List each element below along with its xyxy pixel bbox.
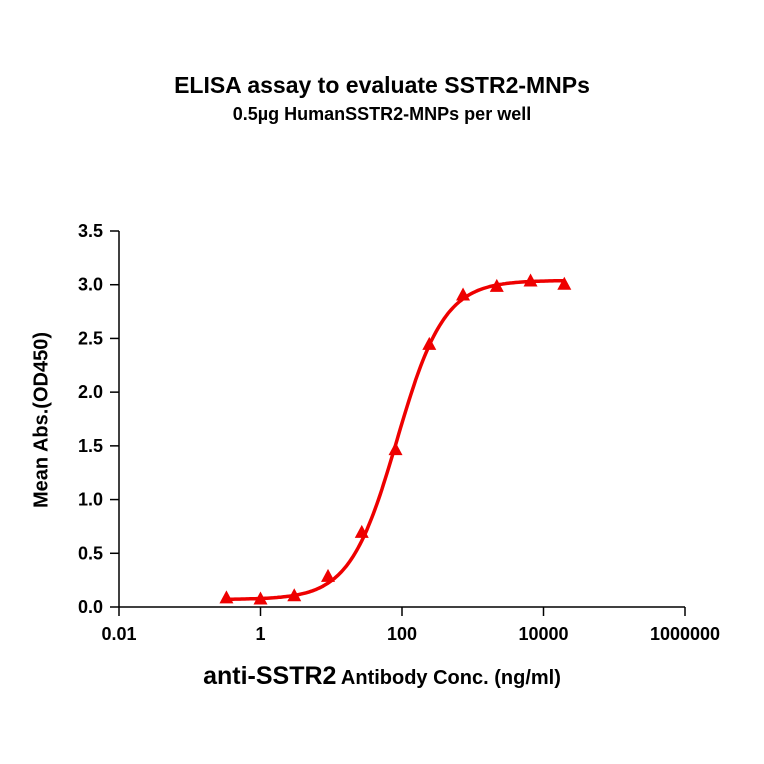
x-tick-label: 0.01 [101, 624, 136, 644]
chart-subtitle: 0.5µg HumanSSTR2-MNPs per well [232, 104, 532, 124]
y-tick-label: 2.0 [78, 382, 103, 402]
x-tick-label: 10000 [518, 624, 568, 644]
data-point-triangle [422, 336, 437, 350]
data-point-triangle [489, 278, 504, 292]
x-tick-label: 1 [255, 624, 265, 644]
data-point-triangle [557, 276, 572, 290]
data-point-triangle [321, 568, 336, 582]
y-tick-label: 2.5 [78, 328, 103, 348]
y-tick-label: 3.5 [78, 221, 103, 241]
y-axis-label: Mean Abs.(OD450) [30, 332, 53, 508]
y-tick-label: 0.5 [78, 543, 103, 563]
y-tick-label: 1.5 [78, 436, 103, 456]
data-point-triangle [219, 590, 234, 604]
data-point-triangle [456, 287, 471, 301]
x-axis-label-main: anti-SSTR2 [203, 662, 337, 690]
data-point-triangle [523, 273, 538, 287]
y-tick-label: 3.0 [78, 275, 103, 295]
x-tick-label: 100 [387, 624, 417, 644]
x-axis-label-rest: Antibody Conc. (ng/ml) [340, 667, 561, 689]
data-point-triangle [388, 442, 403, 456]
y-tick-label: 1.0 [78, 490, 103, 510]
x-tick-label: 1000000 [650, 624, 720, 644]
fit-curve [226, 278, 565, 601]
data-point-triangle [354, 524, 369, 538]
y-tick-label: 0.0 [78, 597, 103, 617]
chart-title: ELISA assay to evaluate SSTR2-MNPs [174, 72, 590, 98]
x-axis-label: anti-SSTR2 Antibody Conc. (ng/ml) [0, 662, 764, 691]
data-point-triangle [287, 588, 302, 602]
data-point-triangle [253, 591, 268, 605]
